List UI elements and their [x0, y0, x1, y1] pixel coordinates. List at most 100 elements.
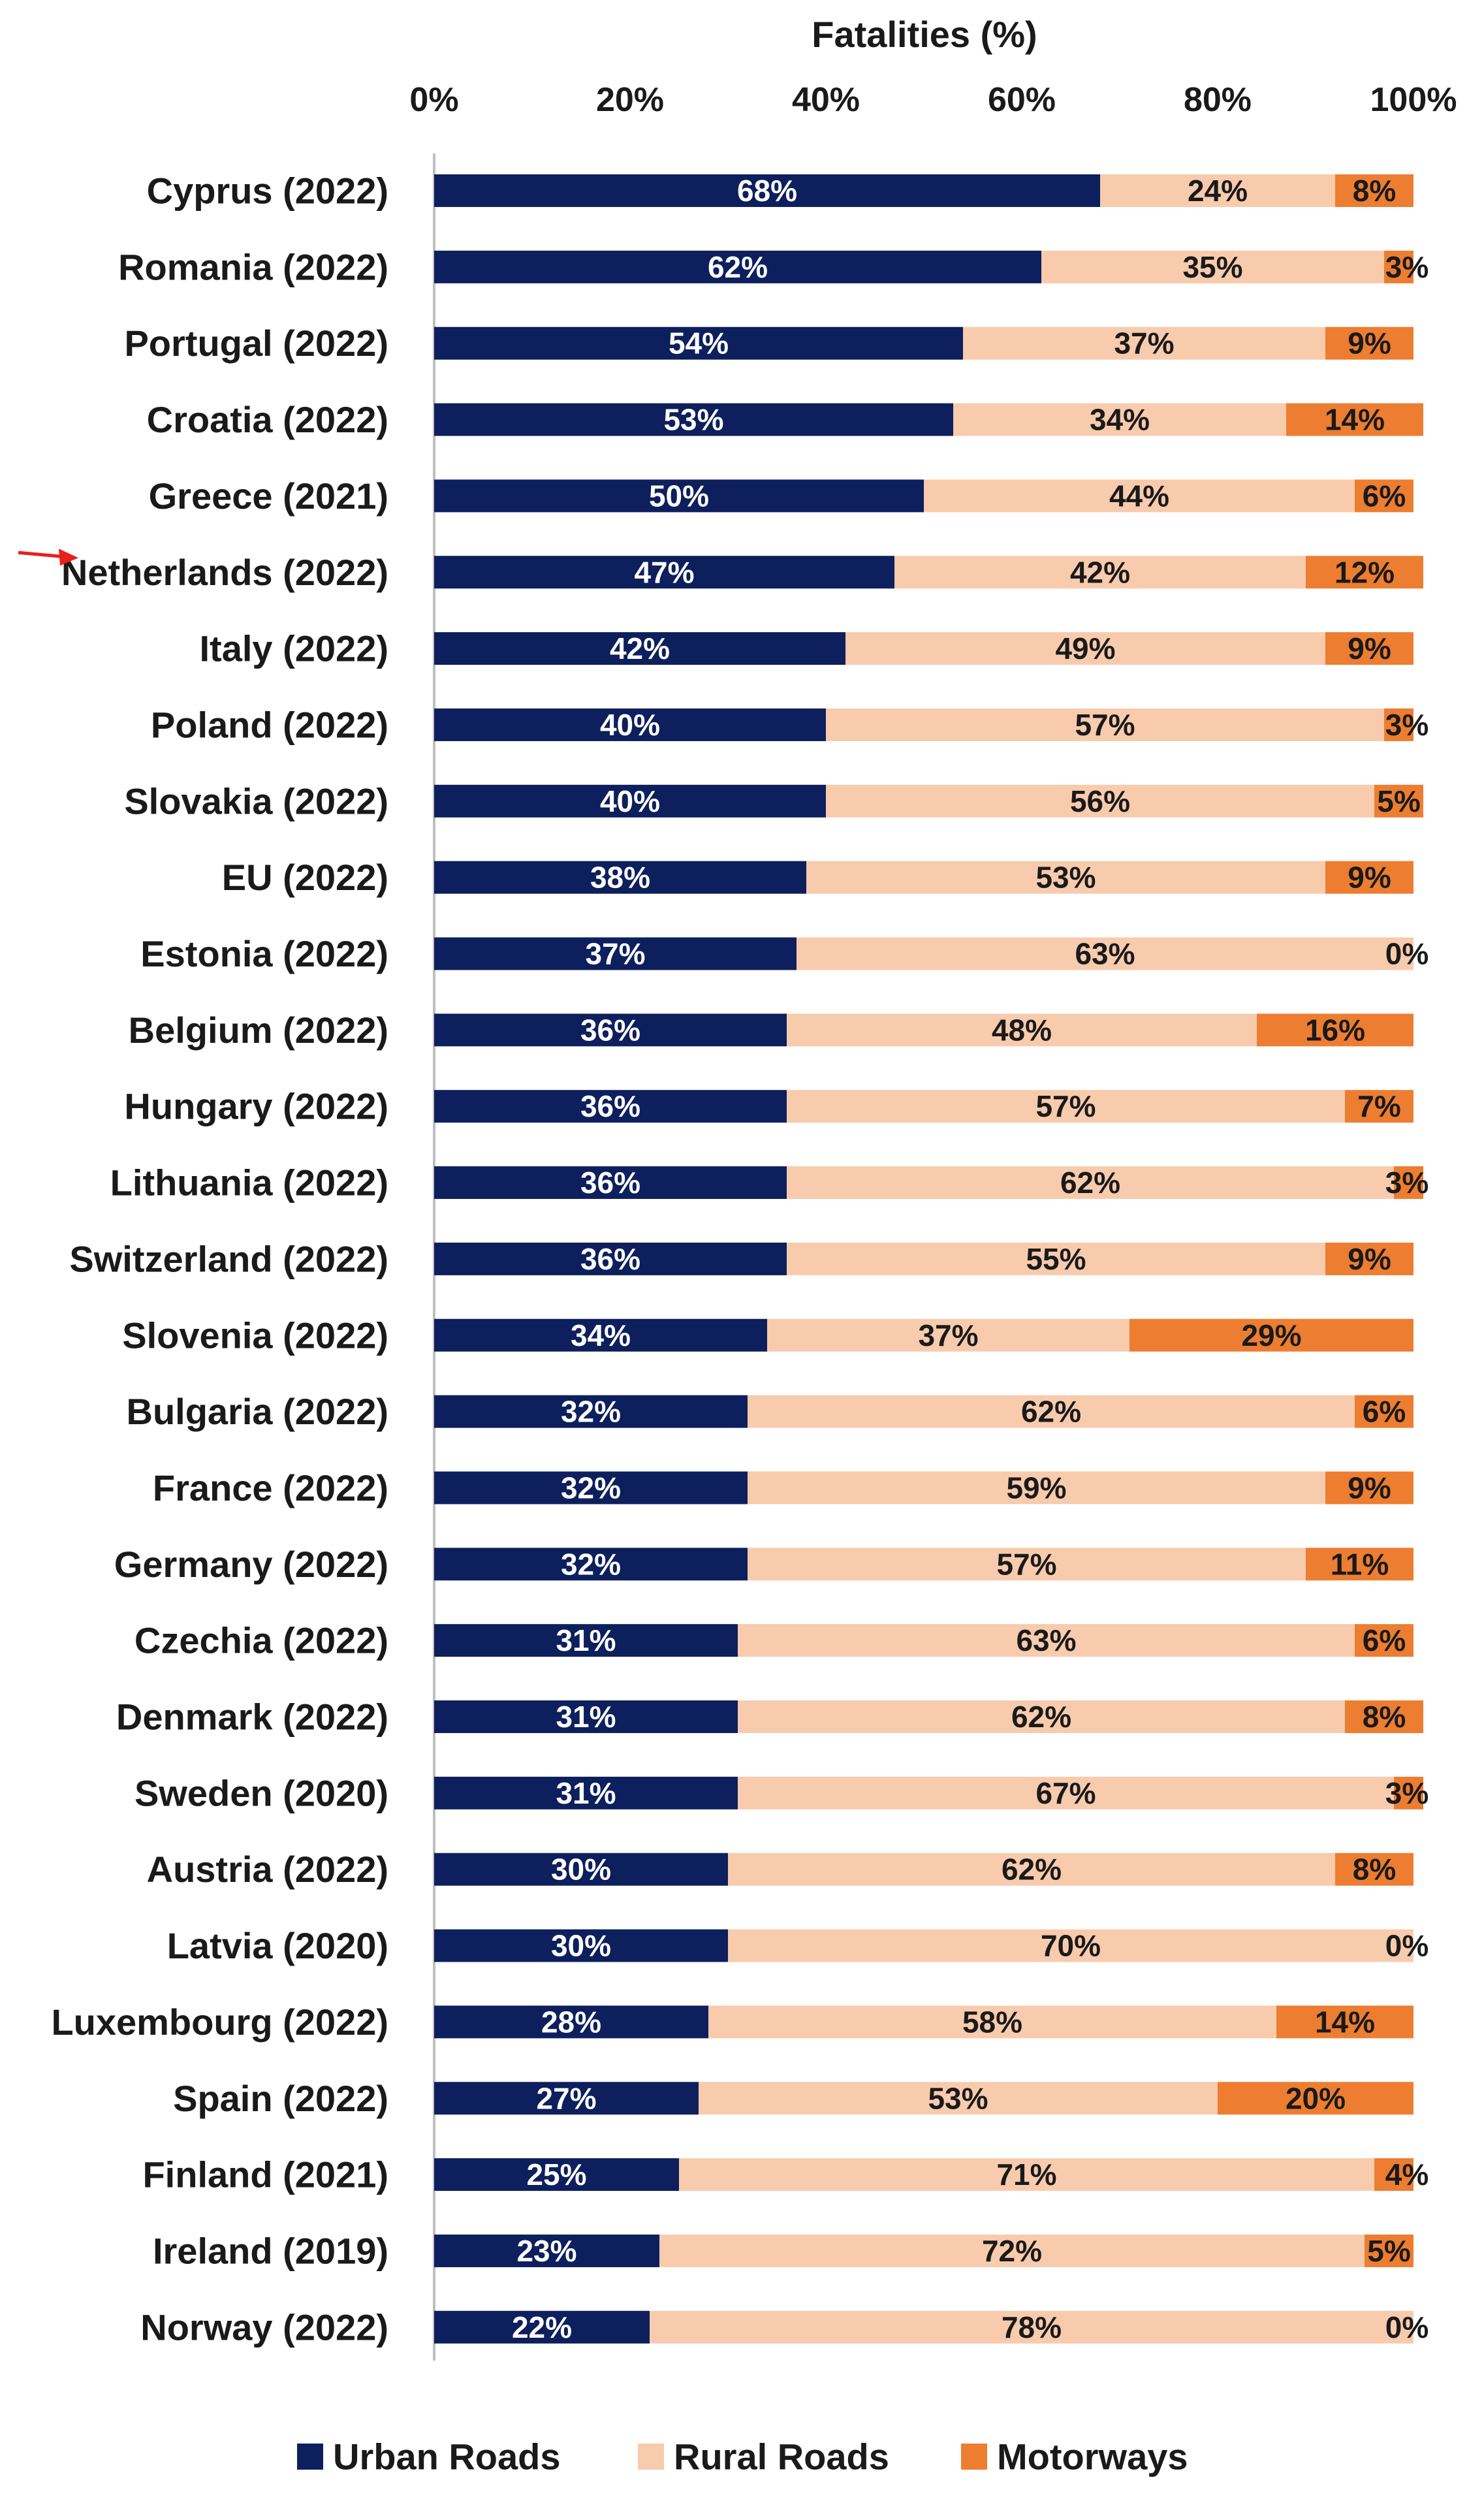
bar-data-label: 40%	[600, 784, 660, 818]
category-label: Luxembourg (2022)	[51, 2001, 388, 2043]
bar-data-label: 42%	[1070, 555, 1130, 589]
bar-segment: Romania (2022) – Urban Roads: 62%	[434, 250, 1041, 283]
category-label: Germany (2022)	[114, 1544, 388, 1585]
chart-title: Fatalities (%)	[812, 14, 1037, 55]
bar-data-label: 5%	[1367, 2234, 1410, 2268]
bar-segment: Luxembourg (2022) – Motorways: 14%	[1276, 2005, 1413, 2039]
category-label: France (2022)	[153, 1467, 388, 1508]
bar-data-label: 35%	[1182, 250, 1242, 284]
bar-segment: Norway (2022) – Rural Roads: 78%	[650, 2310, 1413, 2344]
category-label: Croatia (2022)	[147, 399, 388, 440]
bar-data-label: 14%	[1325, 403, 1385, 437]
bar-segment: Netherlands (2022) – Motorways: 12%	[1306, 556, 1423, 589]
bar-data-label: 68%	[737, 174, 797, 208]
bar-data-label: 11%	[1331, 1547, 1389, 1581]
bar-segment: Romania (2022) – Motorways: 3%	[1384, 250, 1413, 283]
bar-data-label: 6%	[1363, 479, 1406, 513]
bar-segment: Sweden (2020) – Rural Roads: 67%	[738, 1776, 1394, 1809]
bar-data-label: 7%	[1357, 1089, 1400, 1123]
bar-data-label: 70%	[1041, 1929, 1101, 1963]
bar-segment: France (2022) – Motorways: 9%	[1325, 1471, 1413, 1505]
bar-data-label: 5%	[1377, 784, 1420, 818]
bar-segment: Lithuania (2022) – Urban Roads: 36%	[434, 1166, 787, 1200]
legend-label: Motorways	[997, 2436, 1188, 2477]
bar-segment: Hungary (2022) – Motorways: 7%	[1345, 1090, 1413, 1123]
bar-segment: Latvia (2020) – Rural Roads: 70%	[728, 1929, 1413, 1962]
bar-data-label: 62%	[1011, 1700, 1071, 1734]
annotation-arrow-head	[59, 549, 78, 566]
category-label: Spain (2022)	[173, 2078, 388, 2119]
bar-segment: Croatia (2022) – Rural Roads: 34%	[953, 403, 1286, 436]
bar-segment: Switzerland (2022) – Rural Roads: 55%	[787, 1242, 1325, 1275]
bar-segment: Greece (2021) – Motorways: 6%	[1355, 479, 1413, 513]
bar-segment: Portugal (2022) – Motorways: 9%	[1325, 327, 1413, 360]
bar-data-label: 31%	[556, 1776, 616, 1810]
legend: Urban Roads Rural Roads Motorways	[297, 2436, 1188, 2477]
x-tick-label: 100%	[1370, 81, 1457, 119]
bar-data-label: 56%	[1070, 784, 1130, 818]
bar-segment: Bulgaria (2022) – Rural Roads: 62%	[748, 1395, 1355, 1428]
bar-data-label: 32%	[561, 1471, 621, 1505]
bar-segment: Ireland (2019) – Motorways: 5%	[1365, 2234, 1413, 2267]
bar-segment: Poland (2022) – Rural Roads: 57%	[826, 708, 1384, 741]
bar-segment: Lithuania (2022) – Rural Roads: 62%	[787, 1166, 1394, 1200]
category-label: Portugal (2022)	[124, 323, 388, 364]
category-label: Sweden (2020)	[134, 1772, 388, 1813]
bar-data-label: 57%	[1075, 708, 1135, 742]
bar-segment: Greece (2021) – Rural Roads: 44%	[924, 479, 1355, 513]
bar-data-label: 50%	[649, 479, 709, 513]
bar-segment: Estonia (2022) – Urban Roads: 37%	[434, 937, 797, 970]
bar-segment: Ireland (2019) – Urban Roads: 23%	[434, 2234, 659, 2267]
bar-segment: Latvia (2020) – Urban Roads: 30%	[434, 1929, 728, 1962]
legend-swatch	[638, 2444, 664, 2470]
bar-data-label: 36%	[580, 1089, 640, 1123]
bar-data-label: 36%	[580, 1166, 640, 1200]
bar-segment: Norway (2022) – Urban Roads: 22%	[434, 2310, 650, 2344]
bar-segment: Romania (2022) – Rural Roads: 35%	[1041, 250, 1384, 283]
bar-segment: Netherlands (2022) – Urban Roads: 47%	[434, 556, 894, 589]
bar-data-label: 14%	[1315, 2005, 1375, 2039]
bar-segment: Lithuania (2022) – Motorways: 3%	[1394, 1166, 1423, 1200]
bar-segment: Czechia (2022) – Rural Roads: 63%	[738, 1624, 1355, 1657]
category-label: Ireland (2019)	[153, 2230, 388, 2271]
bar-data-label: 4%	[1385, 2158, 1429, 2191]
bar-data-label: 6%	[1363, 1623, 1406, 1657]
bar-data-label: 8%	[1353, 1853, 1396, 1887]
category-label: Finland (2021)	[142, 2154, 388, 2195]
x-tick-label: 20%	[596, 81, 664, 119]
bar-data-label: 36%	[580, 1242, 640, 1276]
bars: Cyprus (2022) – Urban Roads: 68%Cyprus (…	[434, 174, 1423, 2344]
bar-data-label: 78%	[1002, 2310, 1062, 2344]
category-label: Italy (2022)	[200, 628, 389, 669]
bar-segment: Sweden (2020) – Urban Roads: 31%	[434, 1776, 738, 1809]
category-label: Netherlands (2022)	[61, 552, 388, 593]
bar-data-label: 9%	[1348, 1242, 1391, 1276]
x-axis-ticks: 0% 20% 40% 60% 80% 100%	[409, 81, 1457, 119]
bar-segment: Hungary (2022) – Rural Roads: 57%	[787, 1090, 1345, 1123]
bar-data-label: 23%	[516, 2234, 576, 2268]
bar-segment: Luxembourg (2022) – Rural Roads: 58%	[708, 2005, 1276, 2039]
x-tick-label: 80%	[1184, 81, 1252, 119]
bar-data-label: 3%	[1385, 1776, 1429, 1810]
category-label: Lithuania (2022)	[110, 1162, 388, 1203]
bar-segment: Slovakia (2022) – Motorways: 5%	[1374, 784, 1423, 818]
bar-data-label: 25%	[526, 2158, 586, 2191]
bar-data-label: 40%	[600, 708, 660, 742]
bar-data-label: 57%	[996, 1547, 1056, 1581]
category-label: Czechia (2022)	[134, 1620, 388, 1661]
bar-segment: Luxembourg (2022) – Urban Roads: 28%	[434, 2005, 708, 2039]
category-label: Slovenia (2022)	[122, 1314, 388, 1356]
bar-segment: Germany (2022) – Urban Roads: 32%	[434, 1548, 748, 1581]
bar-segment: Portugal (2022) – Urban Roads: 54%	[434, 327, 963, 360]
bar-segment: Czechia (2022) – Urban Roads: 31%	[434, 1624, 738, 1657]
bar-data-label: 59%	[1006, 1471, 1066, 1505]
category-label: Slovakia (2022)	[124, 780, 388, 821]
y-axis-category-labels: Cyprus (2022) Romania (2022) Portugal (202…	[51, 170, 388, 2348]
category-label: Greece (2021)	[149, 475, 388, 517]
bar-data-label: 12%	[1334, 555, 1395, 589]
bar-data-label: 37%	[1114, 327, 1174, 360]
category-label: Belgium (2022)	[129, 1010, 388, 1051]
bar-data-label: 37%	[918, 1318, 978, 1352]
bar-segment: Cyprus (2022) – Rural Roads: 24%	[1100, 174, 1335, 207]
bar-data-label: 71%	[996, 2158, 1056, 2191]
